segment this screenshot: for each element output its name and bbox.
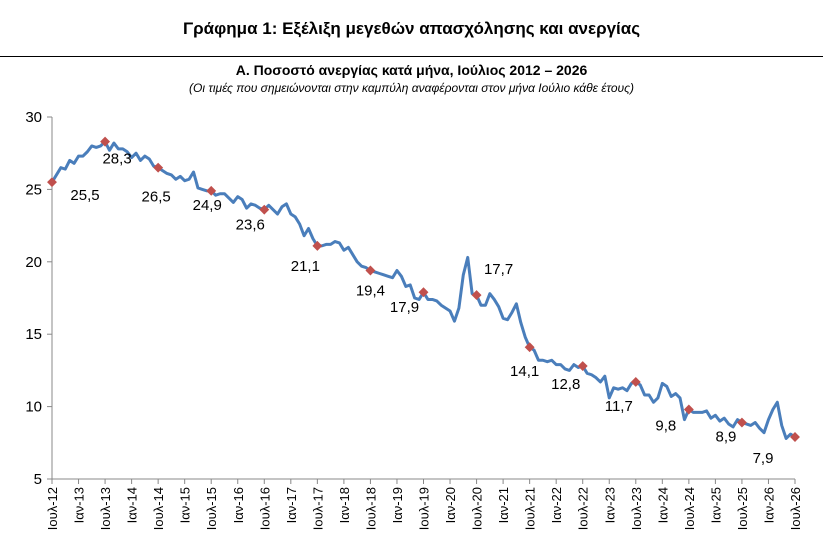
x-tick-label: Ιουλ-24 (682, 487, 697, 530)
x-tick-label: Ιουλ-17 (310, 487, 325, 530)
x-tick-label: Ιαν-23 (602, 487, 617, 523)
july-marker (206, 185, 217, 196)
chart-subtitle: (Οι τιμές που σημειώνονται στην καμπύλη … (189, 81, 634, 95)
x-tick-label: Ιουλ-18 (363, 487, 378, 530)
y-tick-label: 15 (25, 326, 42, 343)
x-tick-label: Ιαν-19 (390, 487, 405, 523)
x-tick-label: Ιαν-16 (231, 487, 246, 523)
x-tick-label: Ιουλ-25 (735, 487, 750, 530)
july-marker (312, 240, 323, 251)
data-label: 23,6 (236, 217, 265, 234)
july-marker (524, 342, 535, 353)
data-label: 8,9 (715, 429, 736, 446)
x-tick-label: Ιαν-18 (337, 487, 352, 523)
y-tick-label: 10 (25, 399, 42, 416)
x-tick-label: Ιαν-22 (549, 487, 564, 523)
july-marker (47, 177, 57, 188)
july-marker (153, 162, 164, 173)
july-marker (577, 361, 588, 372)
x-tick-label: Ιαν-21 (496, 487, 511, 523)
chart-title: Α. Ποσοστό ανεργίας κατά μήνα, Ιούλιος 2… (235, 62, 588, 78)
x-tick-label: Ιαν-15 (178, 487, 193, 523)
x-tick-label: Ιουλ-13 (98, 487, 113, 530)
y-tick-label: 25 (25, 181, 42, 198)
data-label: 24,9 (193, 197, 222, 214)
data-label: 11,7 (605, 398, 633, 415)
x-tick-label: Ιαν-26 (761, 487, 776, 523)
x-tick-label: Ιαν-20 (443, 487, 458, 523)
july-marker (683, 404, 694, 415)
x-tick-label: Ιαν-14 (125, 487, 140, 523)
x-tick-label: Ιουλ-21 (523, 487, 538, 530)
july-marker (418, 287, 429, 298)
data-label: 17,7 (484, 261, 513, 278)
x-tick-label: Ιουλ-19 (417, 487, 432, 530)
x-tick-label: Ιουλ-12 (45, 487, 60, 530)
x-tick-label: Ιαν-13 (72, 487, 87, 523)
figure-title: Γράφημα 1: Εξέλιξη μεγεθών απασχόλησης κ… (182, 19, 641, 38)
x-tick-label: Ιουλ-20 (470, 487, 485, 530)
x-tick-label: Ιουλ-23 (629, 487, 644, 530)
july-marker (736, 417, 747, 428)
july-marker (259, 204, 270, 215)
data-label: 12,8 (551, 376, 580, 393)
july-marker (790, 432, 800, 442)
data-label: 26,5 (142, 189, 171, 206)
data-label: 14,1 (510, 363, 539, 380)
x-tick-label: Ιαν-25 (708, 487, 723, 523)
x-tick-label: Ιουλ-14 (151, 487, 166, 530)
x-tick-label: Ιουλ-22 (576, 487, 591, 530)
x-tick-label: Ιουλ-16 (257, 487, 272, 530)
data-label: 28,3 (102, 151, 131, 168)
x-tick-label: Ιαν-17 (284, 487, 299, 523)
july-marker (471, 290, 482, 301)
data-label: 19,4 (356, 282, 385, 299)
july-marker (365, 265, 376, 276)
data-label: 17,9 (390, 299, 419, 316)
data-label: 9,8 (655, 417, 676, 434)
data-label: 21,1 (291, 258, 320, 275)
y-tick-label: 20 (25, 254, 42, 271)
data-label: 7,9 (753, 450, 774, 467)
x-tick-label: Ιουλ-15 (204, 487, 219, 530)
y-tick-label: 30 (25, 109, 42, 126)
x-tick-label: Ιαν-24 (655, 487, 670, 523)
july-marker (630, 377, 641, 387)
data-label: 25,5 (70, 187, 99, 204)
y-tick-label: 5 (34, 471, 42, 488)
x-tick-label: Ιουλ-26 (788, 487, 803, 530)
title-divider (0, 56, 823, 57)
july-marker (100, 136, 111, 147)
